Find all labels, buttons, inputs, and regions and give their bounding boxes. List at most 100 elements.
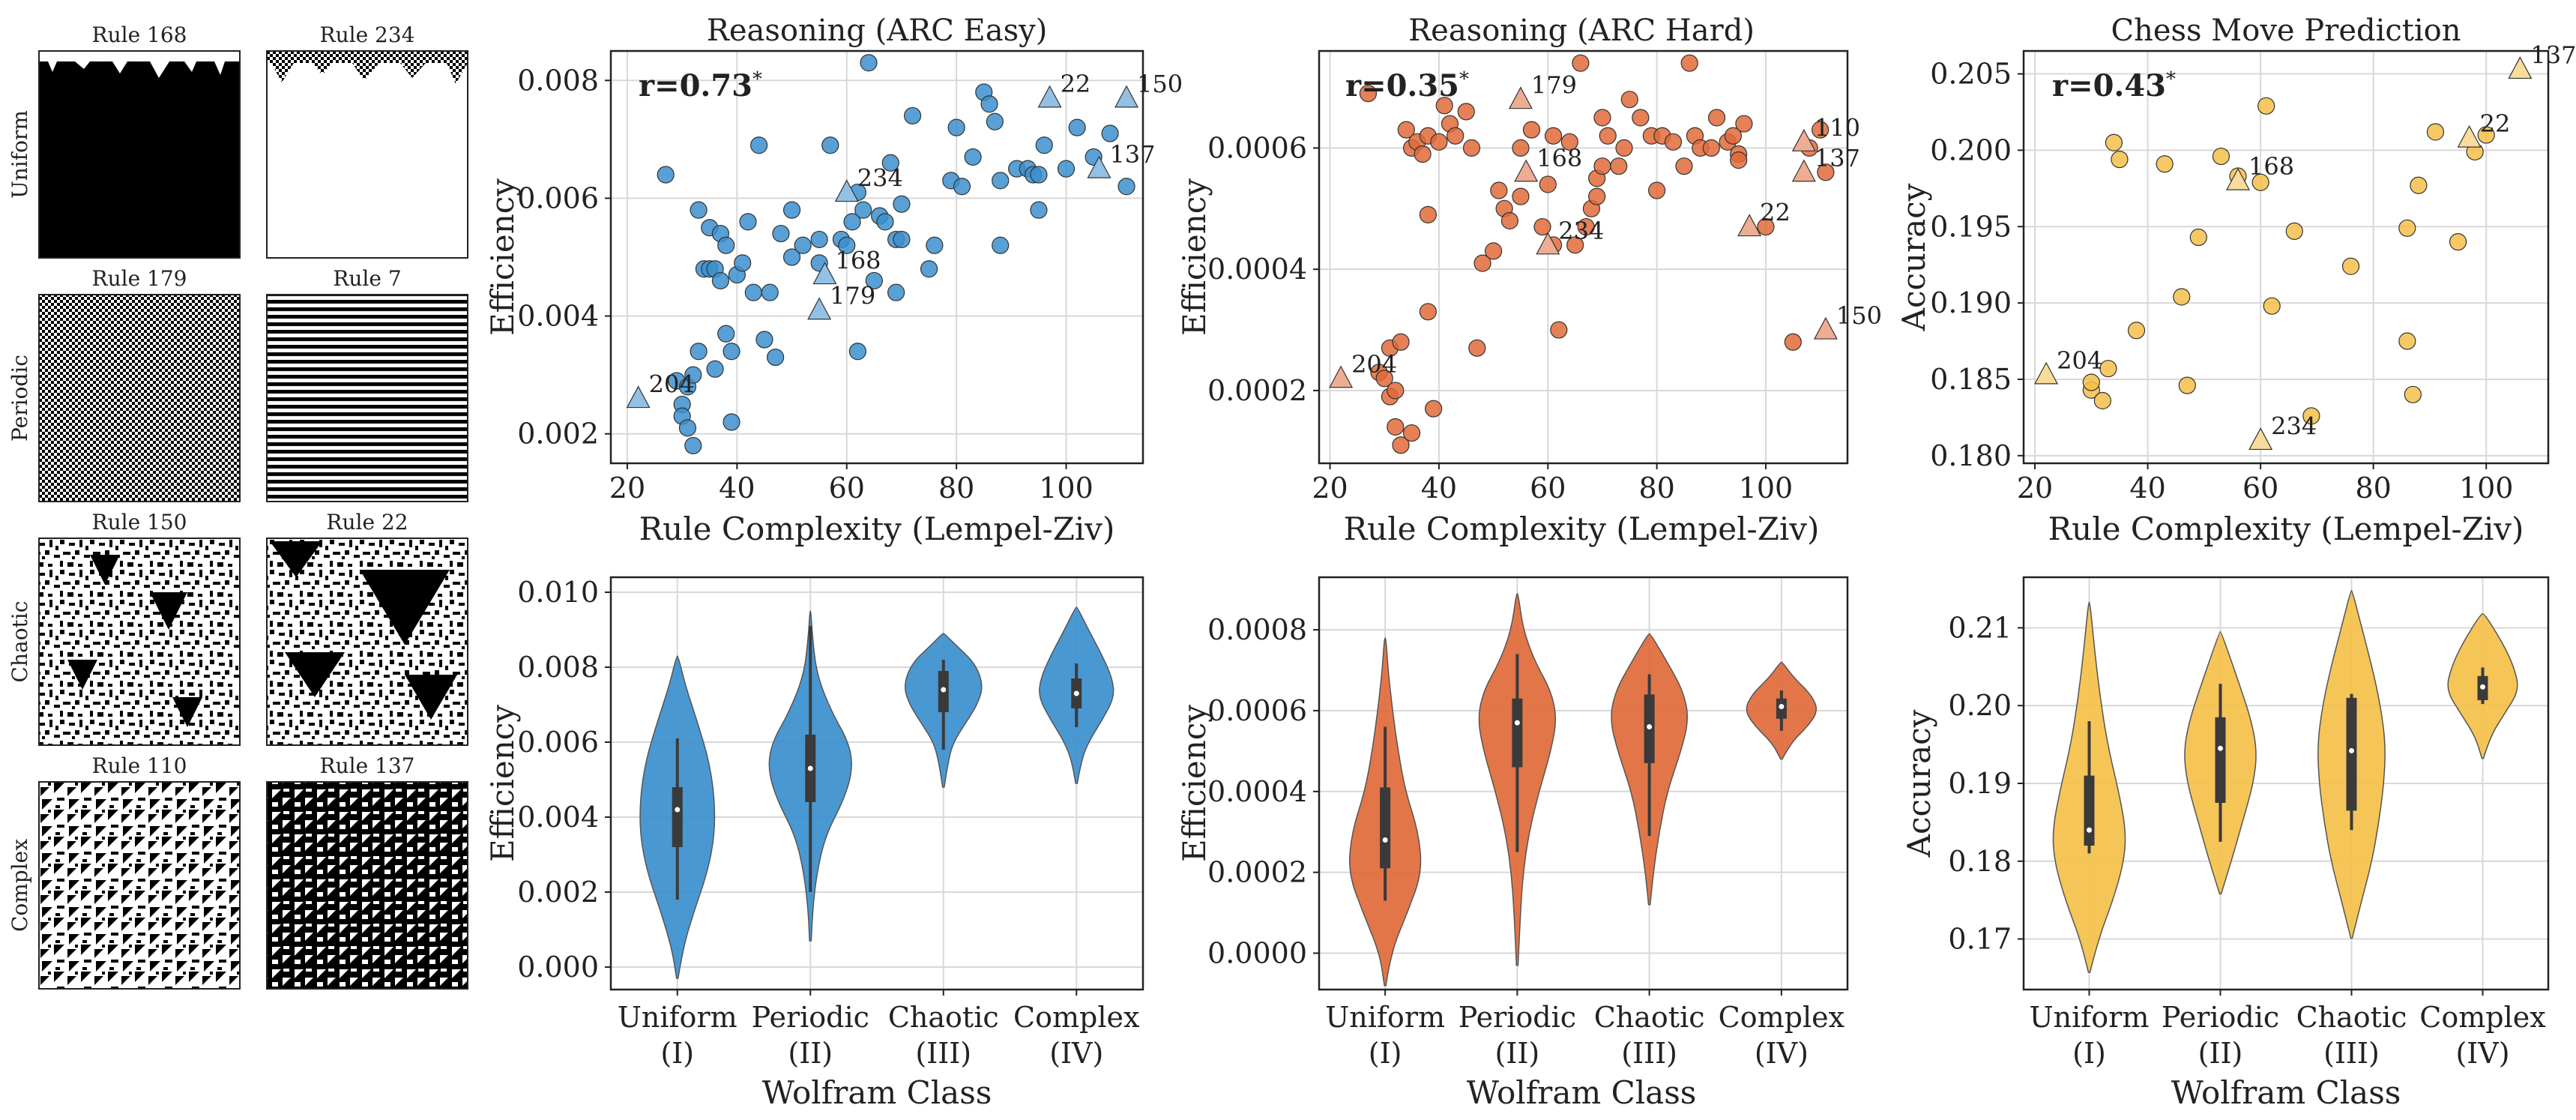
scatter-point [2477, 126, 2495, 144]
highlighted-rule-marker [1791, 129, 1816, 151]
rule-179-image [38, 294, 241, 502]
y-tick-label: 0.006 [517, 181, 599, 214]
x-axis-label: Wolfram Class [762, 1074, 992, 1111]
violin-median [675, 807, 681, 813]
scatter-point [1397, 121, 1415, 139]
x-tick-label: Complex [2419, 1001, 2545, 1034]
y-tick-label: 0.0008 [1207, 613, 1307, 646]
y-tick-label: 0.002 [517, 876, 599, 909]
rule-number-label: 137 [2530, 40, 2576, 69]
scatter-point [1707, 109, 1726, 127]
y-tick-label: 0.006 [517, 726, 599, 759]
scatter-point [1473, 254, 1491, 272]
y-tick-label: 0.19 [1948, 767, 2012, 800]
y-axis-label: Efficiency [1176, 705, 1213, 862]
scatter-point [964, 148, 982, 166]
scatter-point [920, 260, 938, 278]
rule-number-label: 204 [1351, 350, 1397, 379]
highlighted-rule-marker [1737, 214, 1762, 237]
y-tick-label: 0.0006 [1207, 694, 1307, 727]
scatter-point [848, 343, 866, 361]
scatter-point [690, 343, 708, 361]
scatter-point [1817, 163, 1835, 181]
x-tick-sublabel: (IV) [1755, 1037, 1809, 1070]
x-tick-label: Periodic [2162, 1001, 2279, 1034]
highlighted-rule-marker [1813, 316, 1838, 340]
y-tick-label: 0.185 [1930, 363, 2012, 396]
y-tick-label: 0.180 [1930, 439, 2012, 472]
highlighted-rule-marker [2508, 56, 2533, 79]
scatter-point [1539, 175, 1557, 193]
highlighted-rule-marker [1508, 86, 1533, 109]
y-tick-label: 0.17 [1948, 923, 2012, 956]
scatter-panel-chess: Chess Move Prediction 0.180 0.185 0.190 0.1… [1895, 13, 2576, 547]
scatter-point [903, 106, 922, 125]
x-tick-label: Complex [1719, 1001, 1844, 1034]
scatter-point [2398, 332, 2416, 350]
scatter-point [821, 136, 839, 154]
rule-number-label: 22 [1061, 70, 1091, 98]
scatter-point [865, 271, 883, 290]
scatter-point [678, 419, 697, 437]
scatter-point [1550, 321, 1568, 339]
class-label: Chaotic [7, 601, 32, 683]
scatter-point [926, 236, 944, 254]
scatter-point [684, 436, 702, 455]
rule-title: Rule 168 [92, 22, 187, 47]
y-tick-label: 0.190 [1930, 286, 2012, 319]
rule-150-image [38, 538, 241, 746]
rule-title: Rule 179 [92, 266, 187, 291]
scatter-point [750, 136, 768, 154]
scatter-point [794, 236, 812, 254]
class-label: Uniform [7, 110, 32, 199]
scatter-point [739, 213, 757, 231]
x-tick-sublabel: (II) [788, 1037, 833, 1070]
x-tick-sublabel: (I) [660, 1037, 694, 1070]
scatter-point [1610, 157, 1628, 175]
scatter-point [2111, 151, 2129, 169]
scatter-point [1577, 217, 1595, 236]
correlation-annotation: r=0.43* [2052, 68, 2176, 103]
violin-iqr-box [672, 787, 683, 847]
scatter-point [1462, 139, 1481, 157]
scatter-panel-arc-easy: Reasoning (ARC Easy) 0.002 0.004 0.006 0.00… [484, 13, 1183, 547]
scatter-point [1572, 54, 1590, 72]
rule-number-label: 179 [830, 282, 875, 310]
y-tick-label: 0.004 [517, 801, 599, 834]
rule-number-label: 234 [857, 164, 903, 193]
violin-median [2480, 684, 2485, 690]
scatter-point [2099, 360, 2117, 378]
y-tick-label: 0.002 [517, 418, 599, 451]
x-axis-label: Rule Complexity (Lempel-Ziv) [1344, 511, 1820, 547]
scatter-point [838, 236, 856, 254]
scatter-point [986, 112, 1004, 130]
violin-panel-chess: 0.170.180.190.200.21Uniform(I)Periodic(I… [1901, 576, 2550, 1111]
rule-title: Rule 110 [92, 753, 187, 778]
scatter-point [711, 271, 729, 290]
scatter-point [1490, 181, 1508, 199]
scatter-point [1030, 201, 1048, 219]
x-tick-label: 80 [2355, 472, 2391, 505]
scatter-point [744, 283, 762, 301]
x-axis-label: Rule Complexity (Lempel-Ziv) [639, 511, 1115, 547]
scatter-point [980, 95, 998, 113]
y-tick-label: 0.000 [517, 951, 599, 984]
scatter-point [1117, 178, 1135, 196]
scatter-point [1435, 97, 1453, 115]
scatter-point [992, 236, 1010, 254]
scatter-point [2093, 391, 2111, 410]
scatter-point [1457, 103, 1475, 121]
violin-iqr-box [1380, 787, 1391, 869]
y-tick-label: 0.21 [1948, 611, 2012, 644]
violin-panel-arc-hard: 0.0000 0.0002 0.0004 0.0006 0.0008 Uniform(I)… [1176, 576, 1849, 1111]
scatter-point [690, 201, 708, 219]
y-tick-label: 0.200 [1930, 133, 2012, 166]
highlighted-rule-marker [626, 385, 651, 409]
highlighted-rule-marker [1791, 159, 1816, 182]
y-tick-label: 0.004 [517, 300, 599, 333]
y-axis-label: Efficiency [484, 178, 521, 336]
rule-number-label: 168 [1536, 144, 1582, 172]
rule-title: Rule 7 [333, 266, 401, 291]
rule-number-label: 22 [2480, 109, 2511, 138]
scatter-point [2449, 233, 2467, 251]
